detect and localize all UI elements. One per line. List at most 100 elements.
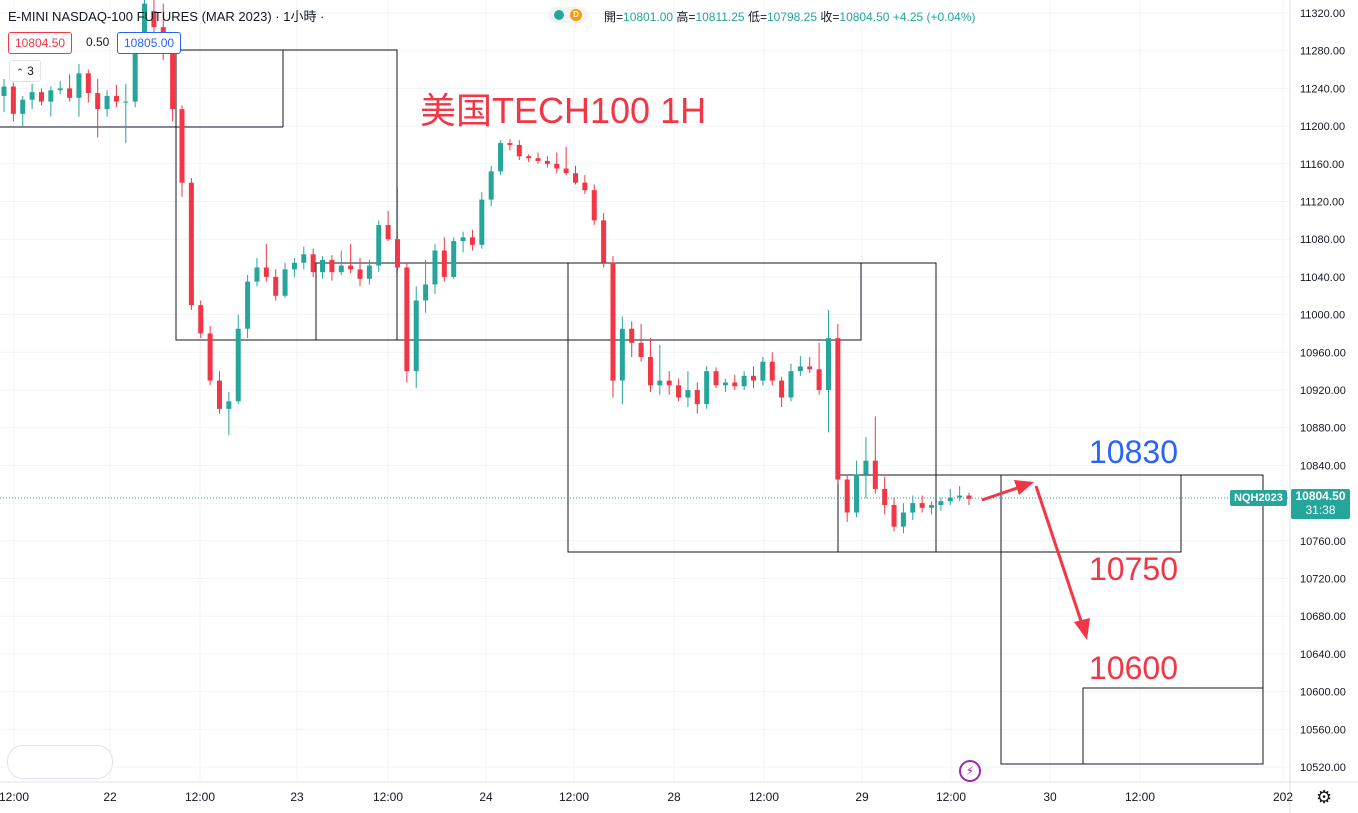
candle-body (573, 173, 579, 183)
candle (48, 86, 54, 117)
candle (929, 501, 935, 515)
candle-body (544, 160, 550, 164)
candle-body (451, 241, 457, 277)
x-tick-label: 12:00 (185, 790, 215, 804)
indicators-toggle[interactable]: ⌃ 3 (9, 60, 41, 82)
y-tick-label: 11320.00 (1300, 8, 1345, 20)
candle (957, 486, 963, 502)
candle-body (629, 328, 635, 343)
candle-body (104, 95, 110, 110)
candle (254, 258, 260, 287)
candle (404, 262, 410, 383)
candle (816, 342, 822, 395)
candle-body (132, 39, 138, 102)
chevron-up-icon: ⌃ (16, 67, 24, 77)
bid-price[interactable]: 10804.50 (8, 32, 73, 54)
candle-body (282, 269, 288, 296)
candle (95, 78, 101, 138)
candle-body (235, 328, 241, 402)
range-boxes (0, 49, 1264, 765)
x-tick-label: 12:00 (749, 790, 779, 804)
candle (666, 371, 672, 395)
candle (685, 371, 691, 407)
candle-body (929, 504, 935, 508)
price-axis[interactable]: 11320.00 11280.00 11240.00 11200.00 11160.00… (1300, 8, 1346, 774)
candle (423, 259, 429, 313)
candle (10, 82, 16, 122)
candle (872, 416, 878, 494)
candle-body (722, 382, 728, 386)
candle (854, 460, 860, 518)
candle (629, 321, 635, 358)
candle (207, 325, 213, 386)
candle (713, 367, 719, 389)
candle-body (460, 237, 466, 242)
candle (357, 258, 363, 287)
ask-price[interactable]: 10805.00 (117, 32, 182, 54)
candle (825, 309, 831, 433)
candle-body (432, 250, 438, 285)
candle (226, 391, 232, 436)
candle (751, 366, 757, 389)
gear-icon[interactable]: ⚙ (1316, 787, 1333, 807)
status-indicators[interactable]: D (548, 7, 588, 23)
candle (657, 344, 663, 395)
candle-body (863, 460, 869, 475)
candle-body (938, 501, 944, 505)
symbol-title[interactable]: E-MINI NASDAQ-100 FUTURES (MAR 2023) · 1… (8, 9, 325, 24)
candle-body (676, 385, 682, 398)
candle (348, 243, 354, 274)
candle (704, 366, 710, 409)
y-tick-label: 10720.00 (1300, 574, 1346, 586)
candle-body (57, 88, 63, 91)
y-tick-label: 10680.00 (1300, 611, 1346, 623)
candle-body (816, 369, 822, 390)
delayed-data-icon: D (570, 9, 582, 21)
candle-body (610, 262, 616, 381)
candle (451, 237, 457, 279)
y-tick-label: 11200.00 (1300, 121, 1345, 133)
candle (638, 324, 644, 362)
candle-body (713, 371, 719, 386)
candle-body (947, 497, 953, 502)
candle-body (123, 101, 129, 103)
candle-body (582, 182, 588, 191)
candle (488, 165, 494, 207)
candle (779, 376, 785, 407)
arrow-down-head (1074, 618, 1090, 640)
x-tick-label: 12:00 (373, 790, 403, 804)
candle (291, 258, 297, 277)
candle-body (685, 390, 691, 398)
low-label: 低= (747, 10, 767, 24)
close-label: 收= (820, 10, 840, 24)
candle-body (113, 95, 119, 102)
candle-body (694, 390, 700, 405)
lightning-icon[interactable]: ⚡ (959, 760, 981, 782)
spread-value: 0.50 (86, 35, 110, 49)
candle-body (769, 361, 775, 381)
candle-body (198, 305, 204, 334)
candle-body (179, 109, 185, 183)
candle-body (366, 265, 372, 279)
candle (1, 78, 7, 112)
range-box (567, 262, 937, 553)
candle-body (216, 380, 222, 409)
navigation-pill[interactable] (7, 745, 113, 779)
candle (535, 152, 541, 164)
candle (441, 237, 447, 282)
y-tick-label: 11040.00 (1300, 272, 1345, 284)
candle-body (872, 460, 878, 489)
candle-body (704, 371, 710, 405)
candle-body (385, 225, 391, 240)
candle-body (807, 366, 813, 370)
candle (591, 184, 597, 226)
candle (526, 154, 532, 162)
candle-body (751, 375, 757, 381)
time-axis[interactable]: 12:00 22 12:00 23 12:00 24 12:00 28 12:00 29 12:00… (0, 781, 1358, 804)
forecast-arrows (981, 480, 1090, 640)
candle-body (95, 93, 101, 110)
candle-body (891, 504, 897, 527)
candle (76, 63, 82, 117)
y-tick-label: 10600.00 (1300, 687, 1346, 699)
